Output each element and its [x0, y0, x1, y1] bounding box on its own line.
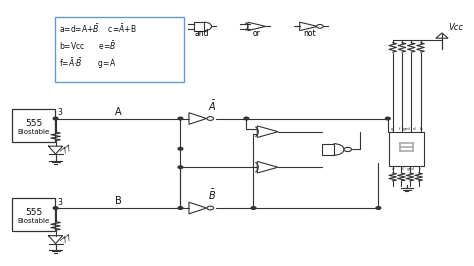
Bar [322, 144, 334, 155]
Text: and: and [194, 30, 209, 38]
Circle shape [207, 206, 214, 210]
Circle shape [178, 147, 183, 150]
FancyBboxPatch shape [389, 132, 424, 166]
Text: $\bar{A}$: $\bar{A}$ [208, 99, 217, 113]
Text: a=d=A+$\bar{B}$    c=$\bar{A}$+B: a=d=A+$\bar{B}$ c=$\bar{A}$+B [59, 23, 137, 35]
Text: not: not [303, 30, 315, 38]
Text: c: c [419, 167, 421, 171]
Circle shape [207, 117, 214, 120]
Text: e: e [392, 167, 395, 171]
Text: d: d [401, 167, 403, 171]
Text: 555: 555 [25, 119, 42, 128]
Text: 3: 3 [57, 198, 62, 207]
Text: A: A [115, 107, 121, 117]
FancyBboxPatch shape [55, 17, 184, 82]
Circle shape [178, 207, 183, 209]
Circle shape [251, 207, 256, 209]
Text: Vcc: Vcc [448, 23, 464, 32]
Bar [194, 22, 204, 31]
Circle shape [344, 147, 352, 152]
Text: b=Vcc      e=$\bar{B}$: b=Vcc e=$\bar{B}$ [59, 40, 116, 52]
Text: g: g [391, 127, 394, 131]
Text: f: f [399, 127, 401, 131]
Circle shape [178, 166, 183, 169]
Text: 555: 555 [25, 208, 42, 217]
Text: f=$\bar{A}$$\cdot$$\bar{B}$       g=A: f=$\bar{A}$$\cdot$$\bar{B}$ g=A [59, 56, 116, 70]
Text: 3: 3 [57, 108, 62, 117]
FancyBboxPatch shape [12, 198, 55, 231]
Circle shape [244, 117, 249, 120]
Circle shape [376, 207, 381, 209]
Text: Biostable: Biostable [18, 130, 50, 135]
Text: Biostable: Biostable [18, 218, 50, 224]
Text: b: b [419, 127, 422, 131]
Circle shape [317, 24, 323, 28]
Circle shape [53, 207, 58, 209]
Text: $\bar{B}$: $\bar{B}$ [209, 188, 217, 202]
Circle shape [53, 117, 58, 120]
Circle shape [385, 117, 390, 120]
Circle shape [178, 117, 183, 120]
Text: gnd: gnd [403, 127, 410, 131]
Text: d: d [412, 127, 415, 131]
Text: or: or [253, 30, 261, 38]
Text: B: B [115, 196, 122, 206]
Text: gnd: gnd [407, 167, 415, 171]
FancyBboxPatch shape [12, 109, 55, 142]
